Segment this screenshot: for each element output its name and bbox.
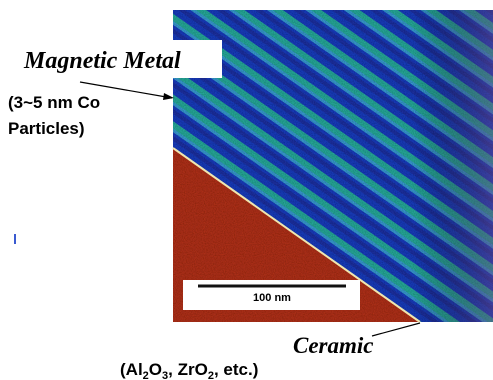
composition-label: (Al2O3, ZrO2, etc.) — [120, 360, 258, 380]
ceramic-arrow — [372, 323, 420, 336]
text: O — [149, 360, 162, 379]
text: , ZrO — [168, 360, 208, 379]
magnetic-label: Magnetic Metal — [23, 48, 181, 74]
ceramic-label: Ceramic — [293, 333, 374, 358]
text: (Al — [120, 360, 143, 379]
marker — [14, 234, 16, 244]
arrow-head — [163, 93, 174, 100]
annotated-micrograph: 100 nm Magnetic Metal (3~5 nm Co Particl… — [0, 0, 493, 380]
particles-label: (3~5 nm Co — [8, 93, 100, 112]
scale-bar-label: 100 nm — [253, 292, 291, 304]
particles-label: Particles) — [8, 119, 85, 138]
text: , etc.) — [214, 360, 258, 379]
page: {"labels": { "magnetic": "Magnetic Metal… — [0, 0, 493, 380]
